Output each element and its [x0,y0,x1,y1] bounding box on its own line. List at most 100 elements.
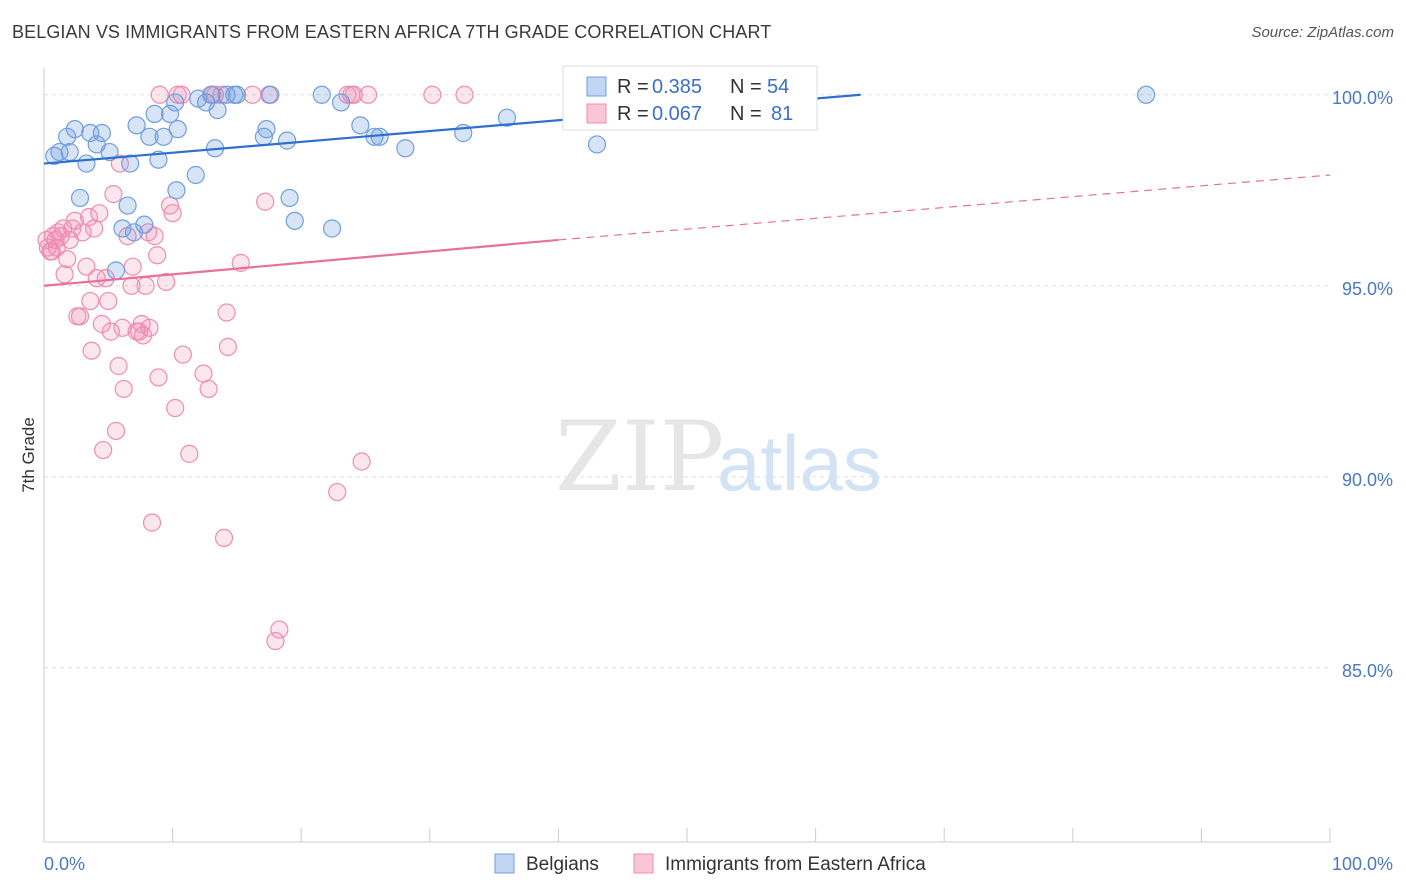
scatter-points [37,85,1156,651]
eastern-africa-point [270,620,289,639]
eastern-africa-point [106,421,126,441]
chart-title: BELGIAN VS IMMIGRANTS FROM EASTERN AFRIC… [12,22,772,42]
stats-legend: R = 0.385 N = 54 R = 0.067 N = 81 [562,65,818,131]
eastern-africa-point [110,154,129,173]
y-tick-label-100: 100.0% [1332,88,1393,108]
gridlines [44,94,1330,669]
eastern-africa-point [85,219,104,238]
eastern-africa-point [123,257,142,276]
belgian-point [312,85,331,104]
eastern-africa-trend-line [43,238,559,287]
eastern-africa-point [47,238,66,257]
eastern-africa-point [194,364,213,383]
eastern-africa-point [243,85,262,104]
belgian-point [261,85,280,104]
eastern-africa-point [199,379,218,399]
belgian-point [280,188,299,208]
eastern-africa-point [214,528,234,548]
belgian-point [257,120,276,139]
belgian-point [121,154,140,173]
eastern-africa-point [358,85,378,104]
belgian-point [1137,85,1156,104]
eastern-africa-point [149,368,168,387]
eastern-africa-point [163,204,182,223]
belgian-point [149,150,168,169]
eastern-africa-point [338,85,357,104]
bottom-legend-swatch-belgians [494,853,515,874]
legend-swatch-eastern-africa [586,103,607,124]
series-legend: Belgians Immigrants from Eastern Africa [494,853,926,875]
eastern-africa-point [70,307,90,326]
eastern-africa-point [180,444,199,463]
eastern-africa-point [217,303,236,322]
eastern-africa-point [218,337,237,356]
y-axis-label: 7th Grade [19,417,38,493]
eastern-africa-point [79,207,99,227]
x-tick-marks [43,828,1331,842]
eastern-africa-point [266,631,285,651]
belgian-point [186,165,205,185]
belgian-point [396,139,415,158]
belgian-point [217,85,236,104]
source-label: Source: ZipAtlas.com [1251,24,1394,41]
belgian-point [351,116,370,135]
belgian-point [154,127,173,146]
eastern-africa-point [166,398,185,418]
eastern-africa-point [114,379,133,399]
belgian-point [208,100,227,120]
eastern-africa-point [77,257,96,276]
eastern-africa-point [94,440,113,460]
legend-r-label-eastern-africa: R = [617,103,649,125]
eastern-africa-point [109,356,128,376]
eastern-africa-point [55,265,74,284]
belgian-point [135,215,154,234]
eastern-africa-point [136,276,155,295]
belgian-point [127,116,146,135]
eastern-africa-point [96,269,115,288]
eastern-africa-point [82,341,101,360]
belgian-point [145,104,164,123]
belgian-point [65,120,84,139]
belgian-point [92,123,111,143]
y-tick-label-95: 95.0% [1342,279,1393,299]
belgian-point [497,108,517,127]
belgian-point [106,261,126,280]
eastern-africa-point [101,322,120,341]
eastern-africa-point [328,482,347,502]
eastern-africa-point [455,85,474,104]
eastern-africa-point [256,192,275,211]
bottom-legend-swatch-eastern-africa [633,853,654,874]
legend-n-value-eastern-africa: 81 [771,103,793,125]
belgian-point [140,127,159,146]
belgian-point [60,142,79,162]
eastern-africa-point [81,291,100,311]
belgian-point [322,219,342,238]
legend-r-value-eastern-africa: 0.067 [652,103,702,125]
eastern-africa-point [212,85,231,104]
x-tick-label-100: 100.0% [1332,854,1393,874]
eastern-africa-point [73,223,92,242]
eastern-africa-point [58,249,77,269]
eastern-africa-point [150,85,169,104]
belgian-point [58,127,77,146]
legend-swatch-belgians [586,76,607,97]
belgian-point [124,223,144,242]
legend-r-value-belgians: 0.385 [652,76,702,98]
watermark-zip: ZIP [555,401,724,513]
belgian-point [160,104,180,123]
belgian-point [166,93,185,112]
eastern-africa-point [90,204,109,223]
belgian-point [227,85,246,104]
y-tick-label-85: 85.0% [1342,661,1393,681]
eastern-africa-point [145,227,164,246]
belgian-point [202,85,221,104]
belgian-point [331,93,351,112]
belgian-point [168,120,187,139]
eastern-africa-trend-line-extended [558,174,1331,241]
belgian-point [100,142,119,162]
watermark-atlas: atlas [717,419,882,507]
belgian-point [70,188,90,208]
eastern-africa-point [352,452,371,471]
eastern-africa-point [173,345,192,364]
legend-r-label-belgians: R = [617,76,649,98]
